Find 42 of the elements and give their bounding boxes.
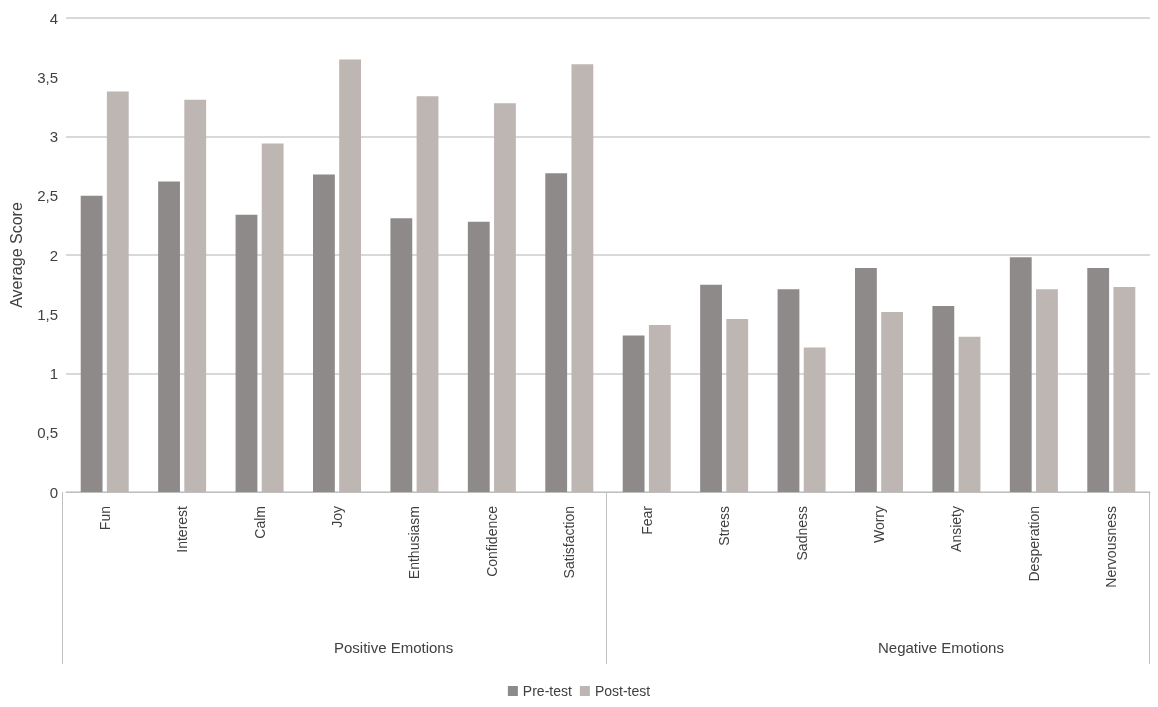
legend-label: Post-test — [594, 683, 651, 699]
bar — [545, 173, 568, 492]
x-tick-label: Desperation — [1025, 506, 1042, 582]
y-tick-label: 3,5 — [37, 68, 58, 86]
bar — [855, 268, 877, 492]
y-tick-label: 2 — [49, 246, 58, 264]
bar — [1009, 257, 1032, 492]
x-tick-label: Ansiety — [948, 506, 965, 552]
x-tick-label: Nervousness — [1103, 506, 1120, 588]
bar — [313, 174, 335, 492]
x-tick-label: Fear — [638, 505, 655, 535]
x-tick-label: Sadness — [793, 506, 810, 561]
bar — [622, 335, 645, 492]
x-tick-label: Stress — [716, 506, 733, 546]
y-tick-label: 4 — [49, 9, 58, 27]
x-tick-label: Confidence — [483, 505, 500, 577]
bar — [235, 214, 258, 492]
x-tick-label: Satisfaction — [561, 506, 578, 579]
y-axis-title: Average Score — [7, 202, 25, 308]
bar — [467, 221, 490, 492]
y-tick-label: 3 — [49, 128, 58, 145]
y-tick-label: 1,5 — [37, 305, 58, 323]
bar — [700, 284, 722, 492]
y-tick-label: 2,5 — [37, 187, 58, 205]
y-tick-label: 0 — [49, 483, 58, 501]
y-tick-label: 1 — [49, 365, 58, 382]
legend-label: Pre-test — [522, 683, 572, 699]
text: Negative Emotions — [877, 639, 1004, 656]
bar — [932, 305, 955, 492]
bar — [80, 195, 103, 492]
bar — [390, 218, 413, 492]
x-tick-label: Fun — [96, 506, 113, 531]
y-tick-label: 0,5 — [37, 424, 58, 442]
x-tick-label: Enthusiasm — [406, 506, 423, 580]
text: Positive Emotions — [334, 639, 454, 656]
bar — [1087, 268, 1110, 492]
bar — [777, 289, 800, 492]
bar — [158, 181, 180, 492]
x-tick-label: Interest — [174, 505, 191, 553]
x-tick-label: Worry — [871, 506, 887, 544]
x-tick-label: Calm — [251, 506, 268, 539]
x-tick-label: Joy — [329, 506, 345, 528]
